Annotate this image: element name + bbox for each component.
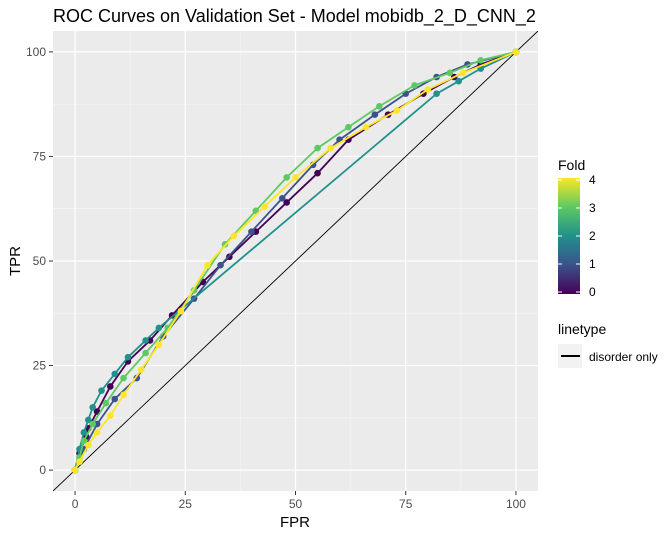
y-axis-ticks: 0 25 50 75 100 [26, 45, 53, 477]
data-point-fold-4 [137, 366, 145, 374]
x-axis-title: FPR [280, 514, 310, 531]
data-point-fold-4 [393, 107, 401, 114]
y-axis-title: TPR [7, 246, 24, 276]
data-point-fold-2 [142, 337, 149, 344]
data-point-fold-3 [314, 144, 321, 152]
data-point-fold-3 [283, 174, 290, 181]
reference-diagonal [53, 31, 538, 491]
y-tick-label: 75 [33, 149, 47, 163]
data-point-fold-3 [142, 349, 149, 357]
series-fold-4 [71, 48, 520, 474]
data-point-fold-2 [98, 387, 105, 394]
data-point-fold-4 [512, 48, 520, 56]
legend-colorbar [558, 178, 580, 294]
data-point-fold-2 [433, 90, 440, 98]
x-tick-label: 50 [289, 497, 303, 511]
data-point-fold-0 [283, 199, 290, 206]
data-point-fold-4 [71, 466, 79, 474]
data-point-fold-4 [107, 412, 114, 420]
data-point-fold-2 [89, 404, 96, 411]
roc-series [71, 48, 520, 474]
data-point-fold-2 [111, 370, 119, 378]
x-tick-label: 75 [399, 497, 413, 511]
data-point-fold-3 [477, 56, 484, 64]
data-point-fold-2 [124, 353, 132, 361]
chart-title: ROC Curves on Validation Set - Model mob… [53, 6, 536, 27]
y-tick-label: 100 [26, 45, 46, 59]
legend-linetype-title: linetype [558, 321, 606, 337]
data-point-fold-3 [120, 374, 127, 382]
data-point-fold-1 [248, 228, 255, 236]
data-point-fold-4 [155, 341, 163, 348]
data-point-fold-4 [424, 86, 432, 93]
data-point-fold-4 [120, 391, 127, 399]
data-point-fold-1 [111, 395, 119, 403]
data-point-fold-3 [89, 420, 96, 428]
data-point-fold-1 [217, 261, 224, 269]
data-point-fold-4 [327, 144, 335, 152]
data-point-fold-4 [84, 441, 92, 449]
data-point-fold-4 [261, 203, 268, 210]
legend-colorbar-label: 2 [589, 229, 596, 243]
data-point-fold-4 [93, 429, 101, 436]
data-point-fold-2 [84, 416, 92, 424]
reference-line [53, 31, 538, 491]
data-point-fold-3 [375, 102, 383, 110]
data-point-fold-2 [455, 77, 462, 85]
legend-colorbar-ticks: 4 3 2 1 0 [558, 173, 596, 299]
y-tick-label: 50 [33, 254, 47, 268]
legend-colorbar-label: 3 [589, 201, 596, 215]
data-point-fold-2 [80, 429, 88, 436]
data-point-fold-3 [102, 399, 110, 407]
data-point-fold-0 [314, 169, 321, 177]
data-point-fold-4 [230, 232, 238, 240]
legend-linetype-label: disorder only [589, 350, 658, 364]
data-point-fold-0 [107, 383, 114, 390]
x-tick-label: 0 [72, 497, 79, 511]
y-tick-label: 25 [33, 359, 47, 373]
data-point-fold-1 [278, 194, 286, 202]
data-point-fold-4 [204, 261, 211, 269]
x-axis-ticks: 0 25 50 75 100 [72, 491, 526, 511]
y-tick-label: 0 [39, 463, 46, 477]
data-point-fold-1 [371, 111, 379, 118]
x-tick-label: 25 [179, 497, 193, 511]
data-point-fold-4 [76, 458, 83, 466]
data-point-fold-4 [459, 69, 467, 77]
data-point-fold-4 [362, 123, 370, 131]
x-tick-label: 100 [506, 497, 526, 511]
data-point-fold-4 [177, 307, 185, 315]
data-point-fold-4 [292, 174, 299, 181]
data-point-fold-3 [80, 437, 88, 445]
data-point-fold-2 [155, 324, 163, 332]
legend-fold-title: Fold [558, 157, 585, 173]
legend-colorbar-label: 0 [589, 285, 596, 299]
legend-colorbar-label: 1 [589, 257, 596, 271]
data-point-fold-3 [446, 69, 454, 77]
data-point-fold-3 [411, 82, 418, 89]
legend-colorbar-label: 4 [589, 173, 596, 187]
data-point-fold-3 [345, 123, 352, 131]
